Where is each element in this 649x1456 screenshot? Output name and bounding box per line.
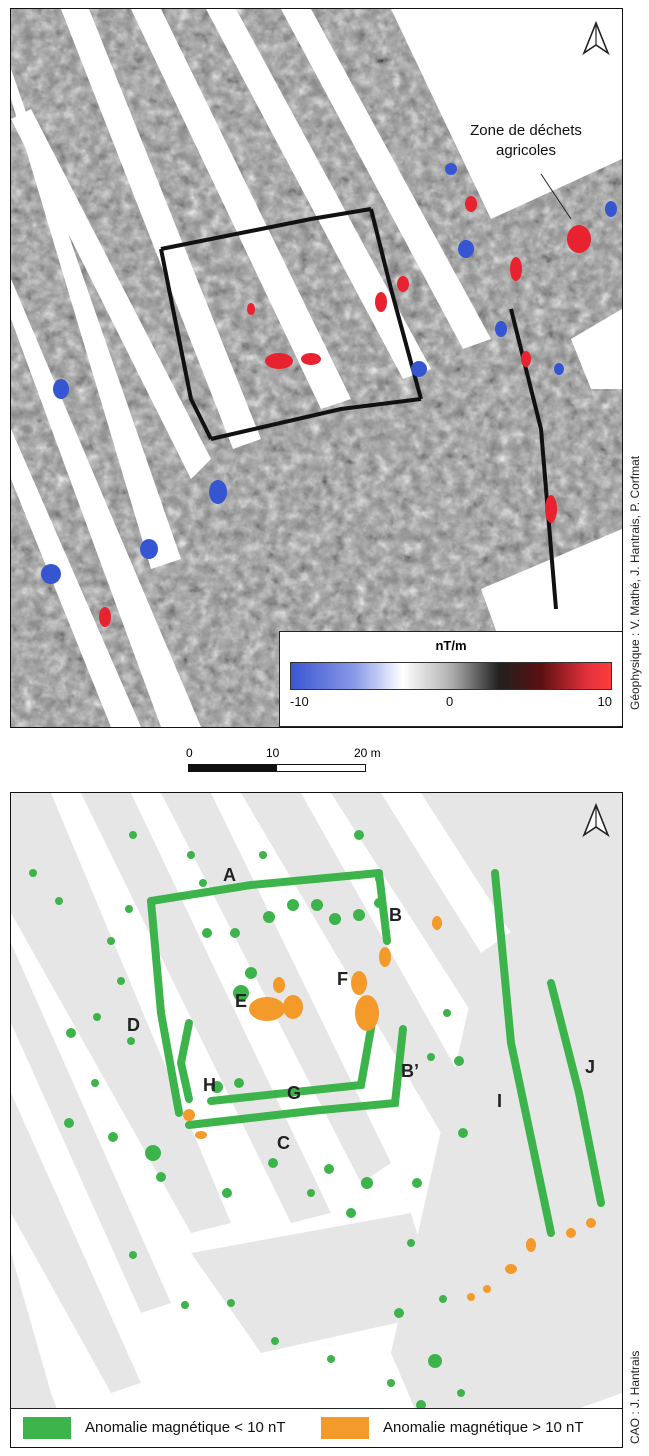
green-ditches xyxy=(147,869,605,1237)
negative-anomalies xyxy=(41,163,617,584)
annotation-line2: agricoles xyxy=(495,142,557,159)
cad-credit: CAO : J. Hantrais xyxy=(628,1350,642,1444)
scale-label-10: 10 xyxy=(266,746,280,760)
interpretation-drawing xyxy=(11,793,622,1447)
orange-swatch xyxy=(321,1417,369,1439)
annotation-line1: Zone de déchets xyxy=(470,122,582,139)
legend-unit: nT/m xyxy=(435,638,467,653)
enclosure-ditch xyxy=(159,207,558,610)
magnetometry-image xyxy=(11,9,622,727)
label-h: H xyxy=(203,1075,216,1095)
label-b-prime: B’ xyxy=(401,1061,419,1081)
label-a: A xyxy=(223,865,236,885)
label-b: B xyxy=(389,905,402,925)
scale-label-20: 20 m xyxy=(354,746,381,760)
orange-legend-label: Anomalie magnétique > 10 nT xyxy=(383,1419,584,1436)
agricultural-waste-label: Zone de déchets agricoles xyxy=(451,121,601,161)
annotation-leader xyxy=(540,173,572,220)
north-arrow-icon xyxy=(582,21,610,56)
geophysics-credit: Géophysique : V. Mathé, J. Hantrais, P. … xyxy=(628,455,642,710)
tick-min: -10 xyxy=(290,694,309,709)
label-d: D xyxy=(127,1015,140,1035)
tick-mid: 0 xyxy=(446,694,454,709)
color-ramp xyxy=(290,662,612,690)
color-scale-legend: nT/m -10 0 10 xyxy=(279,631,622,727)
tick-max: 10 xyxy=(597,694,612,709)
label-g: G xyxy=(287,1083,302,1103)
label-i: I xyxy=(497,1091,503,1111)
positive-anomalies xyxy=(99,196,591,627)
label-c: C xyxy=(277,1133,290,1153)
scale-bar: 0 10 20 m xyxy=(186,746,416,786)
north-arrow-icon-bottom xyxy=(582,803,610,838)
label-f: F xyxy=(337,969,348,989)
anomaly-legend: Anomalie magnétique < 10 nT Anomalie mag… xyxy=(11,1408,622,1447)
magnetometry-map: Zone de déchets agricoles nT/m -10 0 10 xyxy=(10,8,623,728)
green-pits xyxy=(29,830,468,1410)
green-swatch xyxy=(23,1417,71,1439)
label-j: J xyxy=(585,1057,596,1077)
scale-label-0: 0 xyxy=(186,746,193,760)
green-legend-label: Anomalie magnétique < 10 nT xyxy=(85,1419,286,1436)
orange-anomalies xyxy=(183,916,596,1301)
scale-segment-white xyxy=(276,764,366,772)
interpretation-map: A B B’ C D E F G H I J Anomalie magnétiq… xyxy=(10,792,623,1448)
label-e: E xyxy=(235,991,248,1011)
scale-segment-black xyxy=(188,764,278,772)
